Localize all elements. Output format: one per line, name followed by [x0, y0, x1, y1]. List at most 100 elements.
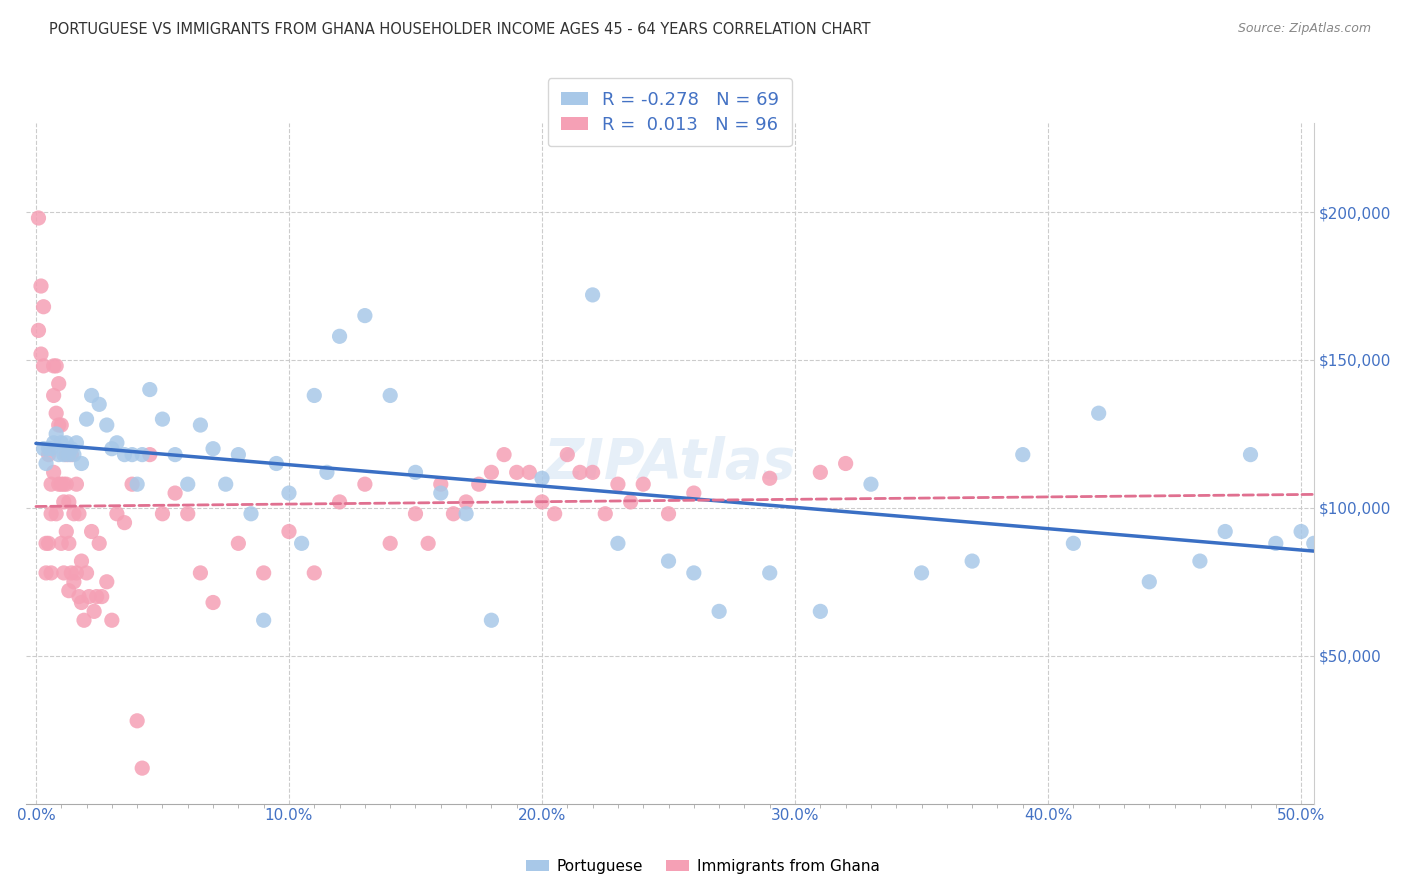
Point — [60, 566, 83, 580]
Point — [48, 477, 70, 491]
Point — [39, 477, 62, 491]
Point — [48, 418, 70, 433]
Point — [51, 536, 73, 550]
Point — [329, 495, 352, 509]
Point — [139, 383, 162, 397]
Point — [1062, 536, 1084, 550]
Point — [73, 613, 96, 627]
Point — [530, 495, 553, 509]
Point — [481, 466, 503, 480]
Point — [456, 507, 478, 521]
Point — [83, 604, 105, 618]
Point — [1087, 406, 1109, 420]
Point — [304, 566, 326, 580]
Point — [27, 211, 49, 225]
Point — [45, 426, 67, 441]
Point — [51, 435, 73, 450]
Point — [38, 448, 60, 462]
Point — [58, 495, 80, 509]
Point — [468, 477, 491, 491]
Point — [380, 388, 402, 402]
Point — [405, 507, 427, 521]
Point — [152, 412, 174, 426]
Point — [32, 442, 55, 456]
Point — [619, 495, 641, 509]
Point — [70, 457, 93, 471]
Point — [1264, 536, 1286, 550]
Point — [51, 418, 73, 433]
Point — [657, 554, 679, 568]
Point — [52, 495, 75, 509]
Point — [67, 507, 90, 521]
Point — [42, 466, 65, 480]
Point — [1137, 574, 1160, 589]
Point — [45, 507, 67, 521]
Point — [45, 406, 67, 420]
Point — [60, 442, 83, 456]
Point — [60, 448, 83, 462]
Point — [52, 448, 75, 462]
Point — [215, 477, 238, 491]
Point — [65, 477, 87, 491]
Point — [430, 486, 453, 500]
Point — [682, 486, 704, 500]
Point — [808, 466, 831, 480]
Point — [39, 566, 62, 580]
Point — [190, 418, 212, 433]
Point — [38, 536, 60, 550]
Point — [76, 412, 98, 426]
Point — [253, 566, 276, 580]
Point — [42, 359, 65, 373]
Point — [80, 524, 103, 539]
Point — [240, 507, 263, 521]
Point — [418, 536, 440, 550]
Point — [177, 477, 200, 491]
Point — [859, 477, 882, 491]
Point — [39, 442, 62, 456]
Point — [35, 566, 58, 580]
Point — [910, 566, 932, 580]
Point — [1011, 448, 1033, 462]
Point — [39, 507, 62, 521]
Point — [70, 595, 93, 609]
Point — [45, 359, 67, 373]
Point — [165, 448, 187, 462]
Point — [38, 442, 60, 456]
Point — [581, 466, 603, 480]
Point — [568, 466, 591, 480]
Point — [960, 554, 983, 568]
Point — [89, 397, 111, 411]
Point — [177, 507, 200, 521]
Point — [101, 613, 124, 627]
Point — [606, 477, 628, 491]
Point — [682, 566, 704, 580]
Text: Source: ZipAtlas.com: Source: ZipAtlas.com — [1237, 22, 1371, 36]
Point — [55, 477, 77, 491]
Point — [105, 507, 128, 521]
Text: ZIPAtlas: ZIPAtlas — [544, 436, 796, 491]
Point — [127, 714, 149, 728]
Point — [58, 536, 80, 550]
Point — [1188, 554, 1211, 568]
Point — [114, 448, 136, 462]
Point — [96, 574, 118, 589]
Legend: R = -0.278   N = 69, R =  0.013   N = 96: R = -0.278 N = 69, R = 0.013 N = 96 — [548, 78, 792, 146]
Point — [1289, 524, 1312, 539]
Point — [707, 604, 730, 618]
Point — [443, 507, 465, 521]
Point — [266, 457, 288, 471]
Point — [32, 359, 55, 373]
Point — [354, 477, 377, 491]
Point — [190, 566, 212, 580]
Point — [758, 471, 780, 485]
Text: PORTUGUESE VS IMMIGRANTS FROM GHANA HOUSEHOLDER INCOME AGES 45 - 64 YEARS CORREL: PORTUGUESE VS IMMIGRANTS FROM GHANA HOUS… — [49, 22, 870, 37]
Point — [253, 613, 276, 627]
Point — [55, 524, 77, 539]
Point — [63, 574, 86, 589]
Point — [52, 477, 75, 491]
Point — [304, 388, 326, 402]
Point — [543, 507, 565, 521]
Point — [456, 495, 478, 509]
Point — [165, 486, 187, 500]
Point — [90, 590, 112, 604]
